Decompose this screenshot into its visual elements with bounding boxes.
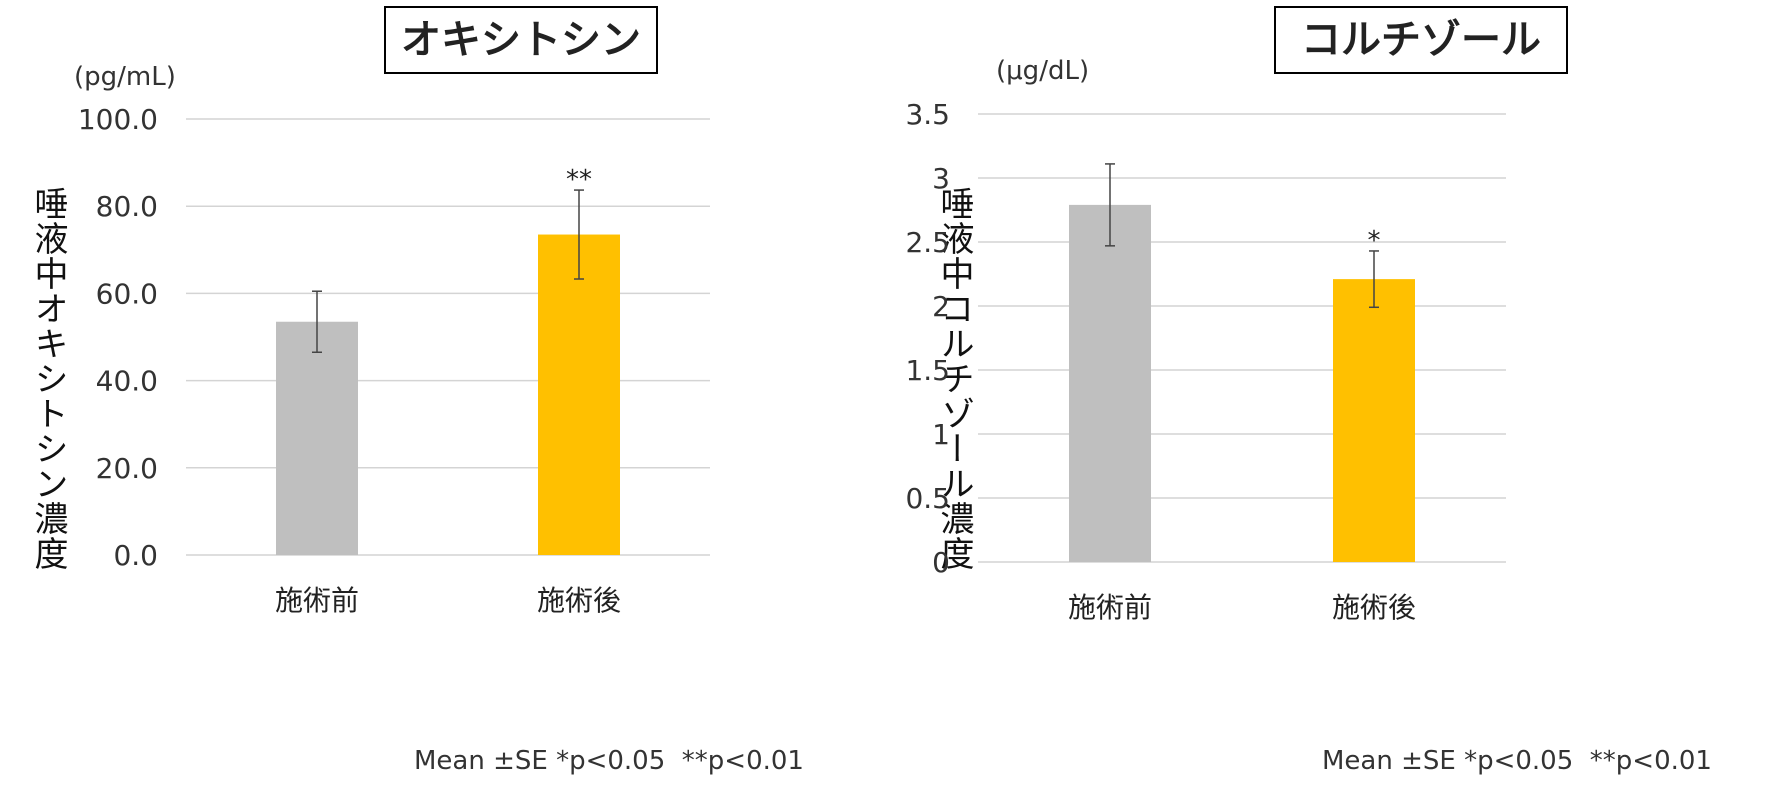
- y-tick-label: 40.0: [96, 365, 158, 398]
- x-category-label: 施術後: [537, 584, 621, 617]
- y-axis-label: 唾液中コルチゾール濃度: [934, 186, 974, 571]
- y-tick-label: 80.0: [96, 190, 158, 223]
- x-category-label: 施術後: [1332, 591, 1416, 624]
- chart-title: オキシトシン: [384, 6, 658, 74]
- x-category-label: 施術前: [1068, 591, 1152, 624]
- significance-marker: *: [1368, 226, 1381, 256]
- y-tick-label: 60.0: [96, 277, 158, 310]
- y-tick-label: 0: [932, 546, 950, 579]
- oxytocin-chart-panel: オキシトシン (pg/mL) 唾液中オキシトシン濃度 0.0 20.0 40.0 60…: [28, 6, 804, 776]
- footnote: Mean ±SE *p<0.05 **p<0.01: [414, 746, 804, 776]
- bar-2: [1333, 279, 1415, 562]
- y-tick-label: 2: [932, 290, 950, 323]
- cortisol-bar-chart: 0 0.5 1 1.5 2 2.5 3 3.5 施術前 * 施術後: [905, 98, 1506, 624]
- significance-marker: **: [566, 165, 592, 195]
- y-tick-label: 3.5: [905, 98, 950, 131]
- y-axis-label: 唾液中オキシトシン濃度: [28, 186, 68, 571]
- y-tick-label: 1: [932, 418, 950, 451]
- bar-1: [1069, 204, 1151, 562]
- y-axis-unit: (pg/mL): [74, 62, 176, 92]
- cortisol-chart-panel: コルチゾール (μg/dL) 唾液中コルチゾール濃度 0 0.5 1 1.5 2 2.5 3…: [896, 0, 1792, 795]
- y-axis-unit: (μg/dL): [996, 56, 1090, 86]
- y-tick-label: 0.0: [113, 539, 158, 572]
- x-category-label: 施術前: [275, 584, 359, 617]
- y-tick-label: 2.5: [905, 226, 950, 259]
- footnote: Mean ±SE *p<0.05 **p<0.01: [1322, 746, 1712, 776]
- oxytocin-bar-chart: 0.0 20.0 40.0 60.0 80.0 100.0 施術前 ** 施術後: [78, 103, 710, 617]
- chart-title: コルチゾール: [1274, 6, 1568, 74]
- y-tick-label: 0.5: [905, 482, 950, 515]
- y-tick-label: 3: [932, 162, 950, 195]
- bar-2: [538, 234, 620, 556]
- bar-1: [276, 321, 358, 555]
- y-tick-label: 1.5: [905, 354, 950, 387]
- y-tick-label: 100.0: [78, 103, 158, 136]
- y-tick-label: 20.0: [96, 452, 158, 485]
